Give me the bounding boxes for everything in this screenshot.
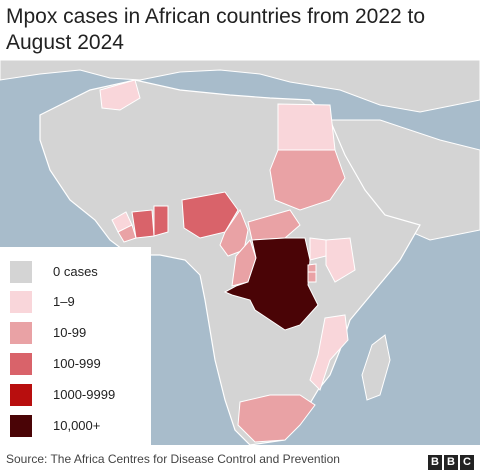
region-ivory-coast [131, 209, 155, 239]
region-burundi [307, 271, 317, 283]
bbc-logo-letter: B [428, 455, 442, 470]
legend-label: 10,000+ [53, 418, 101, 433]
legend-swatch [10, 384, 32, 406]
legend-swatch [10, 322, 32, 344]
legend-item: 1000-9999 [10, 384, 150, 406]
region-egypt [277, 103, 336, 151]
legend-label: 0 cases [53, 264, 98, 279]
legend-swatch [10, 415, 32, 437]
legend: 0 cases 1–9 10-99 100-999 1000-9999 10,0… [0, 247, 151, 445]
legend-item: 10-99 [10, 322, 150, 344]
bbc-logo-letter: C [460, 455, 474, 470]
region-central-african-republic [247, 209, 301, 241]
legend-swatch [10, 261, 32, 283]
region-kenya [325, 237, 356, 283]
legend-label: 1–9 [53, 294, 75, 309]
legend-swatch [10, 291, 32, 313]
madagascar [361, 334, 391, 401]
map-title: Mpox cases in African countries from 202… [6, 5, 426, 54]
legend-item: 1–9 [10, 291, 150, 313]
source-note: Source: The Africa Centres for Disease C… [6, 452, 340, 466]
legend-label: 1000-9999 [53, 387, 116, 402]
legend-item: 10,000+ [10, 415, 150, 437]
region-south-africa [237, 394, 316, 443]
region-sudan [269, 149, 346, 211]
region-ghana [153, 205, 169, 237]
region-democratic-republic-of-the-congo [223, 237, 319, 331]
region-uganda [309, 237, 327, 261]
europe-land [0, 60, 480, 113]
legend-item: 0 cases [10, 261, 150, 283]
region-mozambique [309, 314, 349, 391]
legend-label: 10-99 [53, 325, 87, 340]
region-morocco [99, 79, 141, 111]
region-rwanda [307, 263, 317, 273]
legend-swatch [10, 353, 32, 375]
bbc-logo-letter: B [444, 455, 458, 470]
legend-label: 100-999 [53, 356, 101, 371]
legend-item: 100-999 [10, 353, 150, 375]
